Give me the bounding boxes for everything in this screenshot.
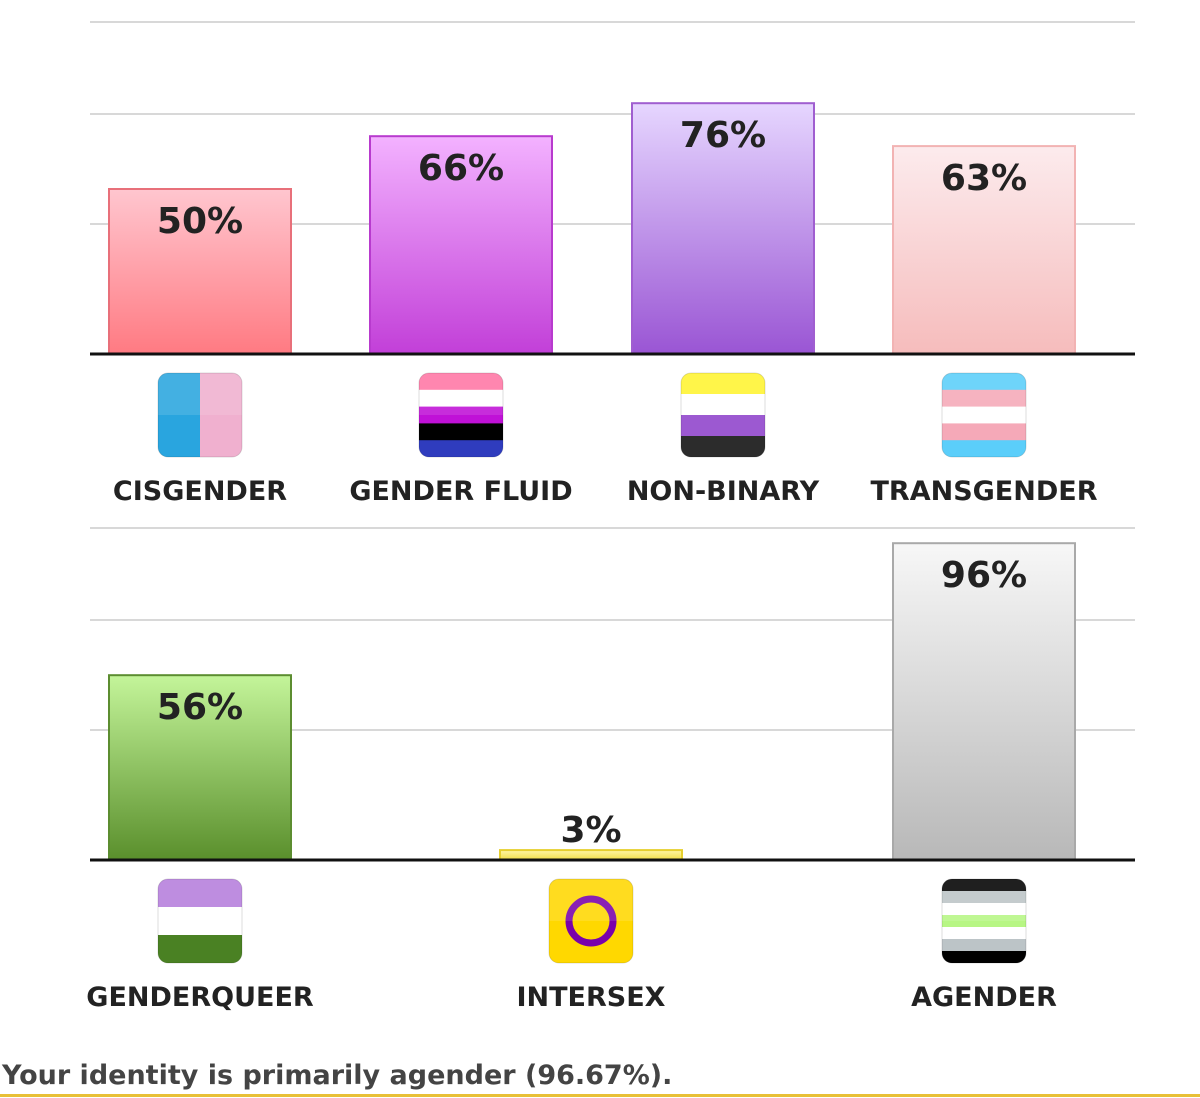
bar-value-label: 56% (157, 687, 243, 728)
bar-cisgender (108, 188, 292, 355)
agender-flag-icon (942, 879, 1026, 963)
result-underline (0, 1094, 1200, 1097)
intersex-flag-icon (549, 879, 633, 963)
gender-fluid-flag-icon (419, 373, 503, 457)
category-label: CISGENDER (113, 476, 287, 507)
category-label: TRANSGENDER (871, 476, 1098, 507)
bar-value-label: 3% (560, 810, 621, 851)
gender-identity-chart: 50% CISGENDER 66% GENDER FLUID 76% NON-BINARY… (86, 21, 1135, 1013)
bar-value-label: 96% (941, 555, 1027, 596)
non-binary-flag-icon (681, 373, 765, 457)
bar-value-label: 50% (157, 201, 243, 242)
transgender-flag-icon (942, 373, 1026, 457)
bar-value-label: 63% (941, 158, 1027, 199)
bar-value-label: 66% (418, 148, 504, 189)
category-label: GENDER FLUID (349, 476, 572, 507)
chart-panel-2: 56% GENDERQUEER 3% INTERSEX 96% AGENDER (86, 527, 1135, 1013)
cisgender-flag-icon (158, 373, 242, 457)
bar-non-binary (631, 102, 815, 355)
category-label: AGENDER (911, 982, 1057, 1013)
category-label: NON-BINARY (627, 476, 820, 507)
bar-genderqueer (108, 674, 292, 862)
chart-panel-1: 50% CISGENDER 66% GENDER FLUID 76% NON-BINARY… (90, 21, 1135, 507)
genderqueer-flag-icon (158, 879, 242, 963)
bar-value-label: 76% (680, 115, 766, 156)
bar-transgender (892, 145, 1076, 355)
bar-gender-fluid (369, 135, 553, 355)
result-text: Your identity is primarily agender (96.6… (2, 1060, 673, 1091)
category-label: INTERSEX (516, 982, 665, 1013)
bar-agender (892, 542, 1076, 861)
category-label: GENDERQUEER (86, 982, 314, 1013)
